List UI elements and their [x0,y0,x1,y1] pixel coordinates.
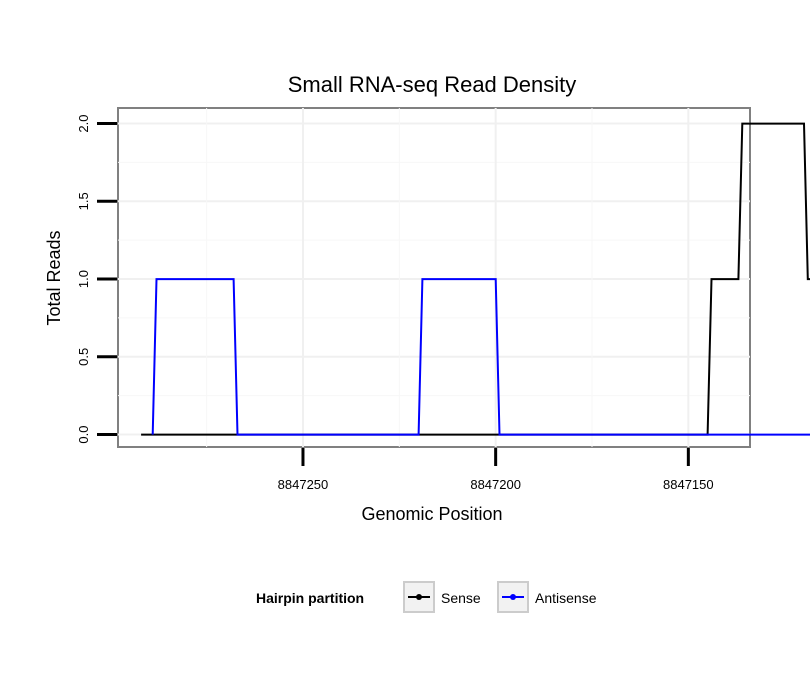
y-tick-label-3: 1.5 [76,192,91,210]
y-axis-title: Total Reads [44,230,64,325]
x-tick-label-2: 8847150 [663,477,714,492]
y-tick-label-4: 2.0 [76,115,91,133]
legend-title: Hairpin partition [256,590,364,606]
chart-title: Small RNA-seq Read Density [288,72,577,97]
series-line-antisense [151,278,810,436]
series-layer [141,122,810,436]
legend-label-sense: Sense [441,590,481,606]
plot-panel [117,107,751,448]
series-line-sense [141,122,810,436]
y-axis: 0.0 0.5 1.0 1.5 2.0 [76,115,117,444]
x-tick-label-0: 8847250 [278,477,329,492]
legend-point-antisense [510,594,516,600]
x-axis: 8847250 8847200 8847150 [278,448,714,492]
x-axis-title: Genomic Position [361,504,502,524]
x-tick-label-1: 8847200 [470,477,521,492]
y-tick-label-2: 1.0 [76,270,91,288]
legend-label-antisense: Antisense [535,590,597,606]
legend-point-sense [416,594,422,600]
legend: Hairpin partition Sense Antisense [256,581,597,613]
y-tick-label-0: 0.0 [76,426,91,444]
y-tick-label-1: 0.5 [76,348,91,366]
